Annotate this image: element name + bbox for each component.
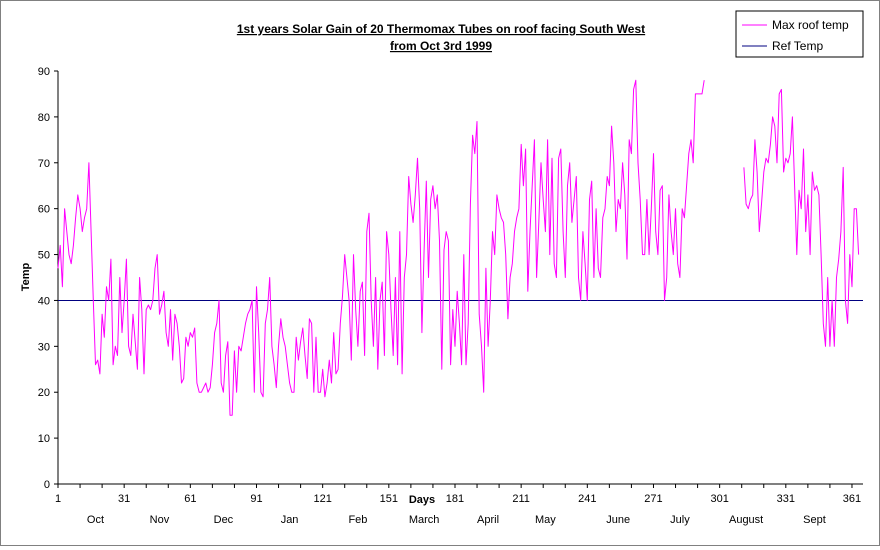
x-tick-label: 241 (578, 493, 596, 505)
y-tick-label: 60 (38, 204, 50, 216)
y-tick-label: 30 (38, 341, 50, 353)
legend: Max roof temp Ref Temp (735, 10, 864, 58)
x-tick-label: 211 (512, 493, 530, 505)
month-label: Jan (281, 514, 299, 526)
month-label: March (409, 514, 440, 526)
y-tick-label: 40 (38, 295, 50, 307)
legend-box (735, 10, 864, 58)
month-label: May (535, 514, 556, 526)
y-tick-label: 20 (38, 387, 50, 399)
x-axis-label: Days (409, 494, 435, 506)
month-label: Sept (803, 514, 826, 526)
y-axis-label: Temp (20, 262, 32, 291)
chart-title-line2: from Oct 3rd 1999 (390, 39, 492, 53)
series-line-max-roof-temp (57, 79, 705, 416)
y-tick-label: 80 (38, 112, 50, 124)
legend-label-max-roof: Max roof temp (772, 18, 849, 32)
x-tick-label: 331 (777, 493, 795, 505)
x-tick-label: 91 (250, 493, 262, 505)
x-tick-label: 181 (446, 493, 464, 505)
x-tick-label: 121 (313, 493, 331, 505)
chart-title-line1: 1st years Solar Gain of 20 Thermomax Tub… (237, 22, 645, 36)
month-label: August (729, 514, 763, 526)
month-label: Nov (150, 514, 170, 526)
month-label: Feb (348, 514, 367, 526)
x-tick-label: 61 (184, 493, 196, 505)
x-tick-label: 1 (55, 493, 61, 505)
x-tick-label: 31 (118, 493, 130, 505)
x-tick-label: 301 (710, 493, 728, 505)
y-tick-label: 70 (38, 158, 50, 170)
series-line-max-roof-temp (743, 88, 860, 347)
x-tick-label: 271 (644, 493, 662, 505)
y-tick-label: 10 (38, 433, 50, 445)
month-label: April (477, 514, 499, 526)
y-tick-label: 50 (38, 250, 50, 262)
legend-label-ref-temp: Ref Temp (772, 39, 823, 53)
month-label: July (670, 514, 690, 526)
y-tick-label: 0 (44, 479, 50, 491)
month-label: Dec (214, 514, 234, 526)
y-tick-label: 90 (38, 66, 50, 78)
month-label: June (606, 514, 630, 526)
x-tick-label: 151 (380, 493, 398, 505)
x-tick-label: 361 (843, 493, 861, 505)
month-label: Oct (87, 514, 104, 526)
